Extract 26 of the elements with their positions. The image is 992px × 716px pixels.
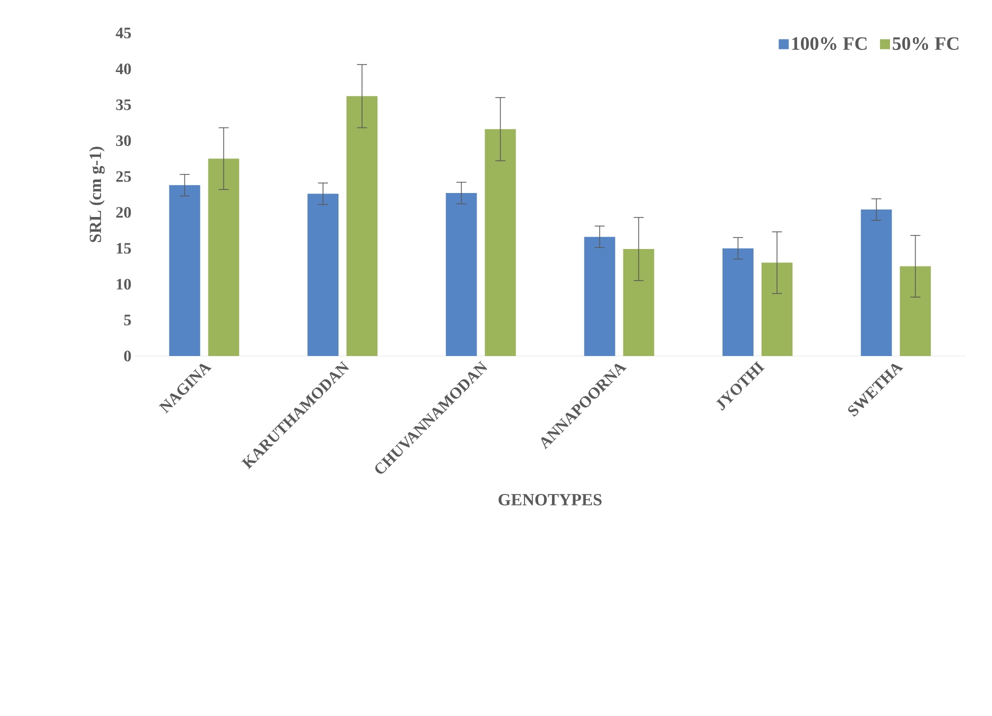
y-tick-label: 45 — [116, 28, 131, 38]
y-tick-label: 0 — [124, 350, 131, 362]
y-tick-label: 15 — [116, 242, 131, 254]
bar — [446, 193, 477, 356]
bar — [169, 185, 200, 356]
y-tick-label: 20 — [116, 207, 131, 218]
legend-label: 50% FC — [892, 37, 958, 50]
bar — [208, 158, 240, 356]
bar — [722, 248, 754, 356]
bar — [762, 262, 793, 356]
bar — [584, 236, 616, 356]
y-axis-title: SRL (cm g-1) — [89, 146, 105, 242]
y-tick-label: 35 — [116, 99, 131, 110]
x-axis-title: GENOTYPES — [498, 494, 602, 506]
y-tick-label: 25 — [116, 171, 131, 182]
bar — [623, 249, 654, 356]
bar — [308, 194, 339, 356]
y-tick-label: 10 — [116, 278, 131, 290]
y-tick-label: 40 — [116, 64, 131, 74]
bar — [346, 96, 378, 356]
bar — [484, 129, 516, 356]
bar — [900, 266, 931, 356]
y-tick-label: 5 — [124, 314, 131, 326]
legend-label: 100% FC — [792, 37, 867, 50]
y-tick-label: 30 — [116, 135, 131, 146]
bar — [860, 210, 892, 356]
